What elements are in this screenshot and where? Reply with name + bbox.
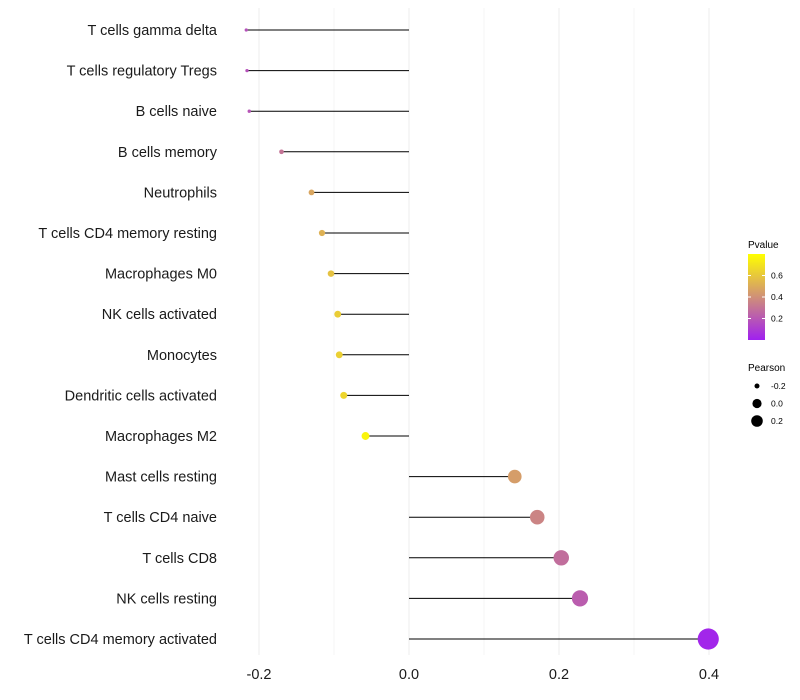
pvalue-colorbar (748, 254, 765, 340)
category-label: Mast cells resting (105, 470, 217, 486)
lollipop-dot (247, 109, 251, 113)
pearson-legend: Pearson -0.2 0.0 0.2 (748, 363, 786, 427)
x-tick-label: 0.2 (549, 667, 569, 683)
lollipop-dot (697, 628, 719, 650)
lollipop-dot (244, 28, 248, 32)
size-key-label: -0.2 (771, 381, 786, 391)
lollipop-dot (318, 229, 326, 237)
stem-layer (246, 29, 709, 640)
x-tick-label: 0.0 (399, 667, 419, 683)
lollipop-dot (571, 590, 589, 607)
category-label: Dendritic cells activated (65, 388, 217, 404)
x-tick-label: -0.2 (247, 667, 272, 683)
lollipop-dot (334, 310, 342, 318)
category-label: B cells memory (118, 145, 218, 161)
category-label: NK cells activated (102, 307, 217, 323)
lollipop-dot (507, 469, 522, 484)
size-key-label: 0.0 (771, 399, 783, 409)
lollipop-dot (335, 351, 343, 359)
category-label: B cells naive (136, 104, 217, 120)
category-label: T cells gamma delta (88, 23, 218, 39)
pearson-legend-title: Pearson (748, 363, 785, 374)
lollipop-dot (245, 68, 249, 73)
colorbar-tick-label: 0.2 (771, 314, 783, 324)
size-key-dot (752, 398, 762, 409)
lollipop-dot (308, 189, 315, 196)
category-label: Neutrophils (144, 185, 217, 201)
category-label: T cells CD4 memory activated (24, 632, 217, 648)
colorbar-tick-label: 0.4 (771, 292, 783, 302)
category-label: T cells regulatory Tregs (67, 64, 217, 80)
lollipop-dot (279, 149, 284, 155)
grid-layer (258, 8, 710, 655)
category-label: T cells CD4 naive (104, 510, 217, 526)
lollipop-dot (553, 550, 569, 566)
size-key-dot (751, 415, 763, 427)
category-label: T cells CD4 memory resting (38, 226, 217, 242)
lollipop-dot (529, 509, 545, 525)
category-label: NK cells resting (116, 591, 217, 607)
x-tick-label: 0.4 (699, 667, 719, 683)
lollipop-dot (340, 391, 348, 399)
lollipop-dot (327, 270, 335, 277)
lollipop-dot (361, 432, 370, 440)
pvalue-legend-title: Pvalue (748, 240, 779, 251)
size-key-label: 0.2 (771, 416, 783, 426)
category-label: T cells CD8 (142, 551, 217, 567)
category-label: Macrophages M0 (105, 267, 217, 283)
x-tick-labels: -0.2 0.0 0.2 0.4 (247, 667, 720, 683)
pvalue-legend: Pvalue 0.6 0.4 0.2 (748, 240, 783, 340)
category-label: Monocytes (147, 348, 217, 364)
category-labels: T cells gamma delta T cells regulatory Tr… (24, 23, 218, 648)
dot-layer (244, 28, 719, 650)
colorbar-tick-label: 0.6 (771, 271, 783, 281)
category-label: Macrophages M2 (105, 429, 217, 445)
size-key-dot (754, 383, 760, 389)
